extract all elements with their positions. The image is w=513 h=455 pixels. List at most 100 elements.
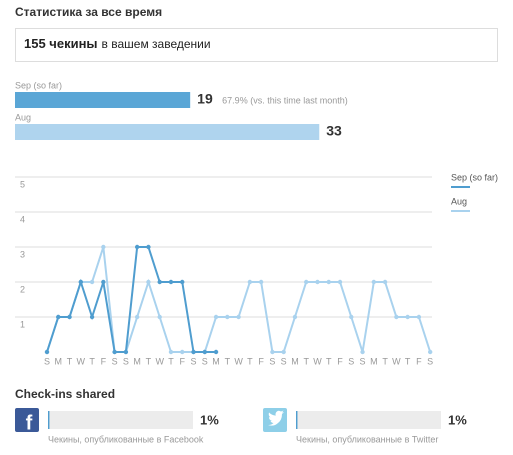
- x-tick-label: F: [337, 356, 343, 366]
- series-point: [44, 349, 50, 355]
- svg-text:f: f: [26, 412, 33, 434]
- x-tick-label: F: [101, 356, 107, 366]
- x-tick-label: S: [281, 356, 287, 366]
- series-point: [371, 279, 377, 285]
- x-tick-label: T: [225, 356, 231, 366]
- x-tick-label: M: [370, 356, 378, 366]
- series-point: [134, 244, 140, 250]
- share-value: 1%: [448, 412, 467, 427]
- series-line: [46, 246, 217, 353]
- x-tick-label: S: [112, 356, 118, 366]
- x-tick-label: S: [202, 356, 208, 366]
- series-point: [112, 349, 117, 355]
- series-point: [405, 314, 410, 320]
- x-tick-label: T: [326, 356, 332, 366]
- x-tick-label: S: [427, 356, 433, 366]
- total-text: 155 чекины в вашем заведении: [24, 36, 211, 51]
- y-tick-label: 1: [20, 319, 25, 329]
- series-point: [326, 279, 331, 285]
- x-tick-label: T: [382, 356, 388, 366]
- series-line: [46, 246, 432, 353]
- y-tick-label: 3: [20, 249, 25, 259]
- series-point: [78, 279, 84, 285]
- series-point: [213, 314, 219, 320]
- total-count: 155 чекины: [24, 36, 98, 51]
- series-point: [180, 349, 185, 355]
- bar-value: 19: [197, 91, 213, 107]
- legend-label: Sep (so far): [451, 172, 498, 182]
- series-point: [247, 279, 253, 285]
- series-point: [89, 279, 95, 285]
- series-point: [427, 349, 433, 355]
- x-tick-label: M: [133, 356, 141, 366]
- twitter-icon: [263, 408, 287, 432]
- series-point: [225, 314, 230, 320]
- share-caption: Чекины, опубликованные в Twitter: [296, 434, 438, 444]
- share-value: 1%: [200, 412, 219, 427]
- x-tick-label: S: [44, 356, 50, 366]
- y-tick-label: 2: [20, 284, 25, 294]
- x-tick-label: W: [392, 356, 401, 366]
- series-point: [202, 349, 207, 355]
- series-point: [416, 314, 422, 320]
- series-point: [157, 314, 162, 320]
- shared-list: 1% Чекины, опубликованные в Facebook 1% Чек…: [48, 411, 467, 444]
- x-tick-label: F: [416, 356, 422, 366]
- series-point: [258, 279, 264, 285]
- x-tick-label: T: [247, 356, 253, 366]
- y-tick-label: 4: [20, 214, 25, 224]
- x-tick-label: S: [123, 356, 129, 366]
- series-point: [101, 244, 106, 250]
- series-point: [168, 279, 174, 285]
- x-tick-label: S: [269, 356, 275, 366]
- total-suffix: в вашем заведении: [102, 37, 211, 51]
- x-tick-label: S: [191, 356, 197, 366]
- bar-note: 67.9% (vs. this time last month): [222, 95, 348, 105]
- series-point: [146, 244, 151, 250]
- bar: [15, 124, 320, 140]
- progress-track: [296, 411, 441, 429]
- legend-label: Aug: [451, 196, 467, 206]
- x-tick-label: F: [179, 356, 185, 366]
- x-tick-label: T: [89, 356, 95, 366]
- series-point: [157, 279, 162, 285]
- x-tick-label: T: [168, 356, 174, 366]
- series-point: [292, 314, 298, 320]
- x-tick-label: W: [77, 356, 86, 366]
- series-point: [213, 349, 219, 355]
- y-tick-label: 5: [20, 179, 25, 189]
- x-tick-label: M: [291, 356, 299, 366]
- bar-label: Aug: [15, 112, 31, 122]
- series-point: [101, 279, 106, 285]
- series-point: [123, 349, 129, 355]
- shared-title: Check-ins shared: [15, 387, 115, 401]
- series-point: [349, 314, 354, 320]
- series-point: [337, 279, 343, 285]
- series-point: [236, 314, 241, 320]
- bar: [15, 92, 191, 108]
- series-point: [281, 349, 286, 355]
- x-tick-label: S: [360, 356, 366, 366]
- series-point: [360, 349, 365, 355]
- series-point: [315, 279, 320, 285]
- total-box: [15, 28, 498, 62]
- series-point: [394, 314, 399, 320]
- series-point: [146, 279, 151, 285]
- x-tick-label: M: [55, 356, 63, 366]
- series-point: [382, 279, 388, 285]
- bar-label: Sep (so far): [15, 80, 62, 90]
- x-tick-label: M: [212, 356, 220, 366]
- x-tick-label: F: [258, 356, 264, 366]
- x-tick-label: T: [146, 356, 152, 366]
- series-point: [191, 349, 196, 355]
- series-point: [67, 314, 72, 320]
- share-caption: Чекины, опубликованные в Facebook: [48, 434, 204, 444]
- x-tick-label: W: [313, 356, 322, 366]
- progress-track: [48, 411, 193, 429]
- x-tick-label: T: [67, 356, 73, 366]
- series-point: [134, 314, 140, 320]
- series-point: [180, 279, 185, 285]
- comparison: Sep (so far) 19 67.9% (vs. this time last …: [15, 80, 348, 140]
- x-tick-label: W: [234, 356, 243, 366]
